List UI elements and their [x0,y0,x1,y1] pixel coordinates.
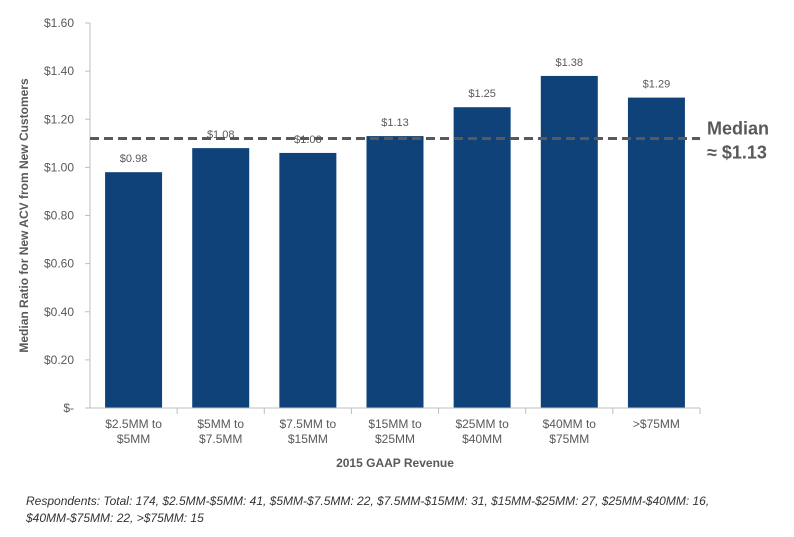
y-axis-title: Median Ratio for New ACV from New Custom… [17,78,31,353]
bar [105,172,163,408]
median-value-label: ≈ $1.13 [707,143,767,163]
data-label: $1.13 [381,117,409,129]
bar [453,107,511,408]
bar-chart: $- $0.20 $0.40 $0.60 $0.80 $1.00 $1.20 $1.40 $1.… [17,16,769,470]
bar [279,152,337,408]
data-label: $1.29 [643,79,671,91]
x-category-label: $40MM to $75MM [543,417,597,446]
x-category-label: $25MM to $40MM [455,417,509,446]
data-label: $0.98 [120,153,148,165]
y-tick-label: $- [63,401,74,415]
data-label: $1.38 [556,57,584,69]
bar [192,148,250,408]
y-axis-ticks: $- $0.20 $0.40 $0.60 $0.80 $1.00 $1.20 $1.40 $1.… [44,16,90,415]
data-label: $1.08 [207,129,235,141]
x-category-label: $7.5MM to $15MM [280,417,337,446]
y-tick-label: $1.40 [44,64,74,78]
bar [540,75,598,408]
y-tick-label: $0.60 [44,257,74,271]
x-category-label: $15MM to $25MM [368,417,422,446]
y-tick-label: $0.80 [44,209,74,223]
bar [366,136,424,408]
bars [105,75,685,408]
y-tick-label: $0.40 [44,305,74,319]
x-category-label: >$75MM [633,417,680,431]
x-category-label: $5MM to $7.5MM [197,417,244,446]
respondents-footnote: Respondents: Total: 174, $2.5MM-$5MM: 41… [26,494,710,525]
y-tick-label: $0.20 [44,353,74,367]
y-tick-label: $1.60 [44,16,74,30]
x-category-label: $2.5MM to $5MM [105,417,162,446]
y-tick-label: $1.20 [44,112,74,126]
y-tick-label: $1.00 [44,160,74,174]
bar [627,97,685,408]
data-label: $1.25 [468,88,496,100]
median-label: Median [707,119,769,139]
x-axis-title: 2015 GAAP Revenue [336,456,454,470]
x-axis-categories: $2.5MM to $5MM $5MM to $7.5MM $7.5MM to $15MM… [105,408,701,446]
